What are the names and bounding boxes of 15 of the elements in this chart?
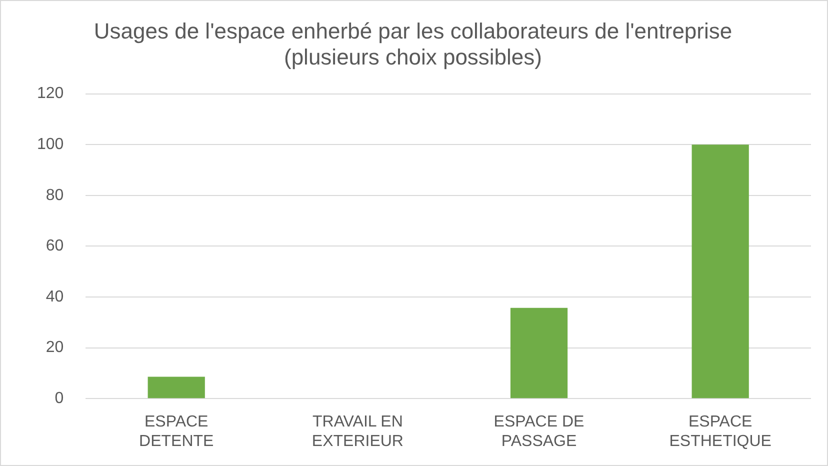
bar [510,308,568,398]
y-tick-label: 80 [46,186,64,204]
bar [148,376,205,398]
y-tick-label: 120 [36,85,64,102]
bar [692,144,749,398]
y-tick-label: 100 [36,136,64,154]
x-tick-label: TRAVAIL EN EXTERIEUR [312,414,404,450]
y-tick-label: 0 [54,390,64,408]
chart-title: Usages de l'espace enherbé par les collaborateurs de l'entreprise (plusieurs choix possibles) [94,18,732,70]
x-tick-label: ESPACE DE PASSAGE [494,414,584,450]
x-tick-label: ESPACE DETENTE [139,414,214,450]
y-tick-label: 60 [46,238,64,255]
y-tick-label: 40 [46,288,64,306]
x-tick-label: ESPACE ESTHETIQUE [669,414,772,450]
y-tick-label: 20 [46,339,64,356]
